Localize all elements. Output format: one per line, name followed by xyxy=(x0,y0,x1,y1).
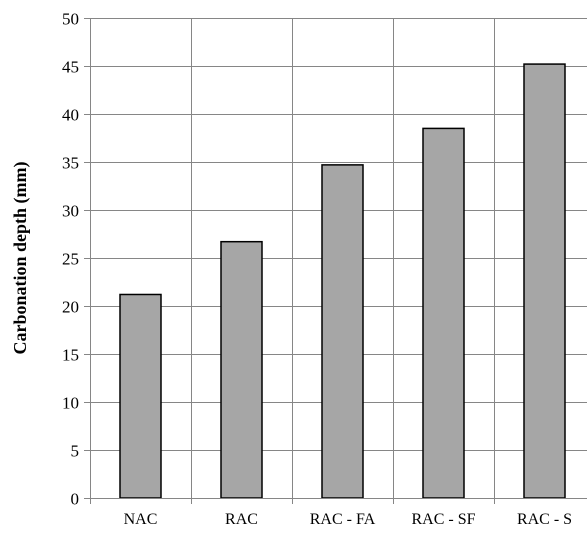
y-tick-label: 10 xyxy=(62,394,79,413)
y-tick-label: 45 xyxy=(62,58,79,77)
y-tick-label: 25 xyxy=(62,250,79,269)
x-tick-label: NAC xyxy=(124,511,158,528)
y-tick-label: 0 xyxy=(71,490,80,509)
bar-rac xyxy=(220,240,263,499)
bar-rac-fa xyxy=(321,164,364,499)
y-tick-label: 20 xyxy=(62,298,79,317)
y-tick-label: 30 xyxy=(62,202,79,221)
y-tick-label: 40 xyxy=(62,106,79,125)
bar-nac xyxy=(119,293,162,499)
x-tick-label: RAC - S xyxy=(517,511,572,528)
y-tick-label: 5 xyxy=(71,442,80,461)
bar-rac-s xyxy=(523,63,566,499)
bars xyxy=(119,63,566,499)
x-tick-labels: NAC RAC RAC - FA RAC - SF RAC - S xyxy=(124,511,572,528)
x-tick-label: RAC - FA xyxy=(310,511,376,528)
axes xyxy=(84,18,587,504)
x-tick-label: RAC - SF xyxy=(411,511,475,528)
y-tick-label: 15 xyxy=(62,346,79,365)
bar-rac-sf xyxy=(422,127,465,499)
y-tick-label: 35 xyxy=(62,154,79,173)
y-tick-labels: 0 5 10 15 20 25 30 35 40 45 50 xyxy=(62,10,79,509)
x-tick-label: RAC xyxy=(225,511,258,528)
y-tick-label: 50 xyxy=(62,10,79,29)
y-axis-title: Carbonation depth (mm) xyxy=(10,161,31,354)
